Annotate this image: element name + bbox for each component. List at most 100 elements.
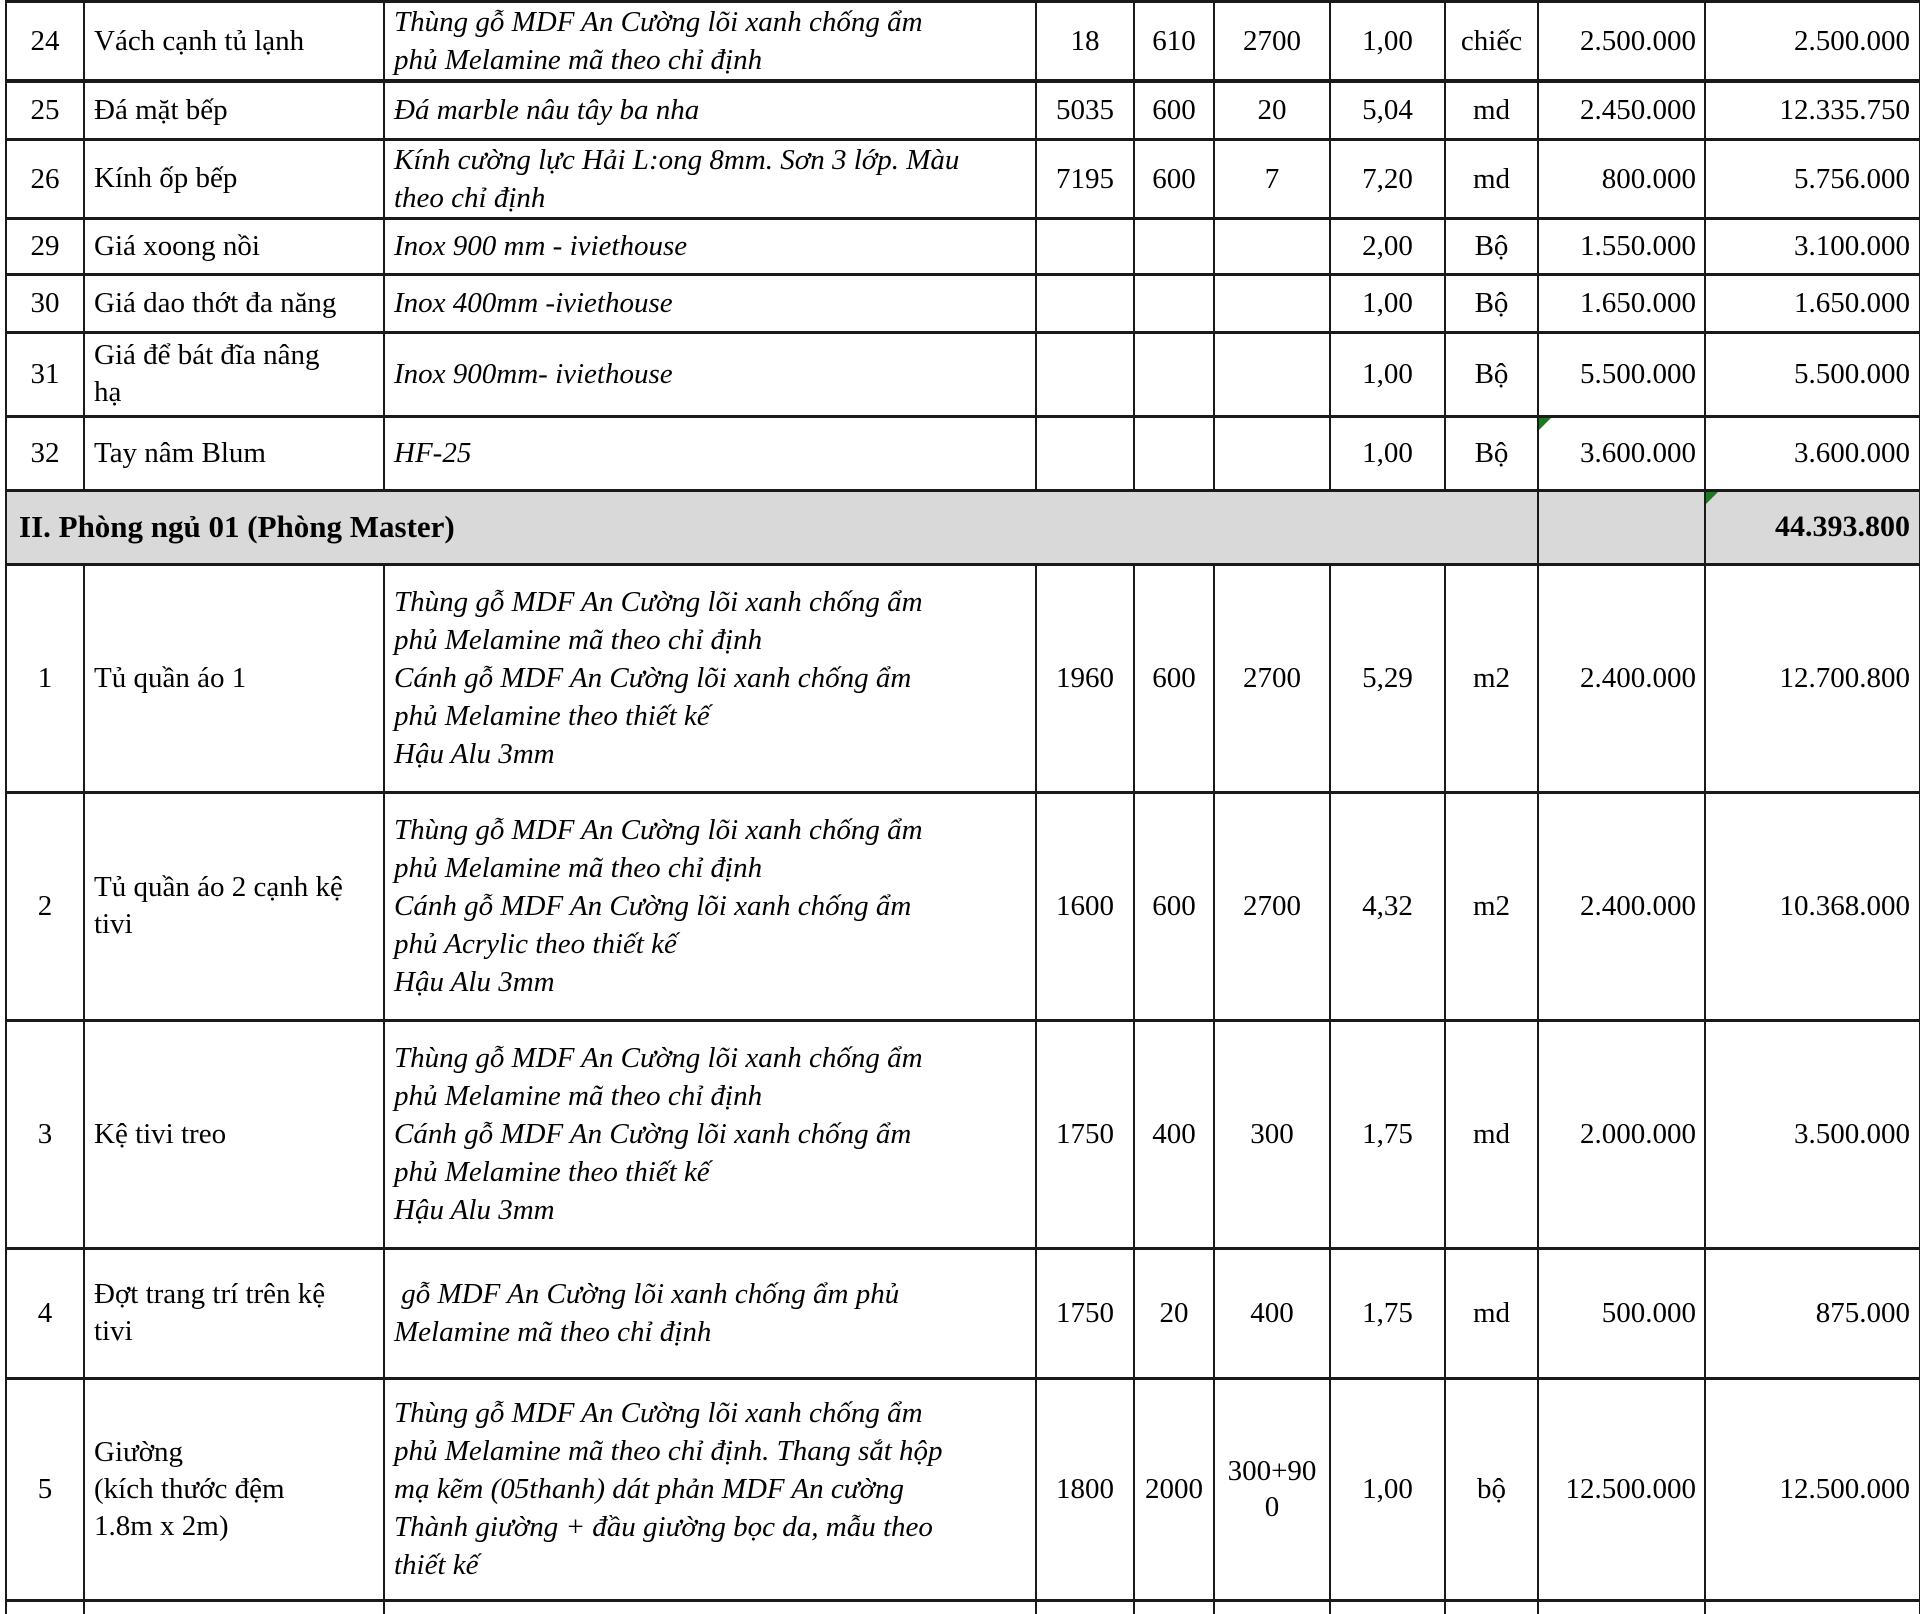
cell-item-name[interactable]: Tay nâm Blum: [83, 414, 385, 492]
cell-description[interactable]: Kính cường lực Hải L:ong 8mm. Sơn 3 lớp.…: [383, 137, 1037, 220]
cell-dim3[interactable]: [1213, 330, 1331, 418]
cell-stt[interactable]: 5: [5, 1376, 85, 1602]
cell-description[interactable]: Thùng gỗ MDF An Cường lõi xanh chống ẩm …: [383, 790, 1037, 1022]
cell-stt[interactable]: 31: [5, 330, 85, 418]
cell-total[interactable]: 875.000: [1704, 1246, 1920, 1380]
cell-dim1[interactable]: 1600: [1035, 790, 1135, 1022]
section-total[interactable]: 44.393.800: [1704, 488, 1920, 566]
cell-item-name[interactable]: Tủ quần áo 1: [83, 562, 385, 794]
cell-dim1[interactable]: [1035, 414, 1135, 492]
cell-description[interactable]: Thùng gỗ MDF An Cường lõi xanh chống ẩm …: [383, 1018, 1037, 1250]
cell-dim2[interactable]: [1133, 414, 1215, 492]
cell-dim2[interactable]: 600: [1133, 790, 1215, 1022]
cell-unit-price[interactable]: 1.650.000: [1537, 272, 1706, 334]
cell-dim3[interactable]: 2700: [1213, 0, 1331, 83]
cell-dim1[interactable]: [1035, 1598, 1135, 1614]
cell-dim1[interactable]: 1750: [1035, 1246, 1135, 1380]
cell-unit-price[interactable]: 2.000.000: [1537, 1018, 1706, 1250]
cell-item-name[interactable]: Kính ốp bếp: [83, 137, 385, 220]
cell-item-name[interactable]: Giá dao thớt đa năng: [83, 272, 385, 334]
cell-unit-price[interactable]: 2.400.000: [1537, 790, 1706, 1022]
cell-description[interactable]: Inox 900 mm - iviethouse: [383, 216, 1037, 276]
cell-dim1[interactable]: 18: [1035, 0, 1135, 83]
cell-stt[interactable]: 32: [5, 414, 85, 492]
cell-dim1[interactable]: 1800: [1035, 1376, 1135, 1602]
cell-item-name[interactable]: [83, 1598, 385, 1614]
cell-item-name[interactable]: Kệ tivi treo: [83, 1018, 385, 1250]
cell-total[interactable]: 3.500.000: [1704, 1018, 1920, 1250]
cell-stt[interactable]: 30: [5, 272, 85, 334]
cell-unit-price[interactable]: [1537, 1598, 1706, 1614]
cell-description[interactable]: gỗ MDF An Cường lõi xanh chống ẩm phủ Me…: [383, 1246, 1037, 1380]
cell-quantity[interactable]: 4,32: [1329, 790, 1446, 1022]
cell-total[interactable]: 3.100.000: [1704, 216, 1920, 276]
cell-unit[interactable]: Bộ: [1444, 272, 1539, 334]
cell-quantity[interactable]: 1,75: [1329, 1246, 1446, 1380]
cell-stt[interactable]: [5, 1598, 85, 1614]
cell-dim3[interactable]: [1213, 1598, 1331, 1614]
cell-dim2[interactable]: 20: [1133, 1246, 1215, 1380]
cell-dim3[interactable]: 7: [1213, 137, 1331, 220]
cell-dim1[interactable]: 1750: [1035, 1018, 1135, 1250]
cell-description[interactable]: Inox 400mm -iviethouse: [383, 272, 1037, 334]
cell-item-name[interactable]: Giường (kích thước đệm 1.8m x 2m): [83, 1376, 385, 1602]
cell-unit[interactable]: bộ: [1444, 1376, 1539, 1602]
cell-description[interactable]: Thùng gỗ MDF An Cường lõi xanh chống ẩm …: [383, 0, 1037, 83]
cell-total[interactable]: 12.700.800: [1704, 562, 1920, 794]
cell-unit[interactable]: m2: [1444, 562, 1539, 794]
cell-dim1[interactable]: 1960: [1035, 562, 1135, 794]
cell-unit[interactable]: md: [1444, 1246, 1539, 1380]
cell-dim1[interactable]: [1035, 216, 1135, 276]
cell-dim3[interactable]: [1213, 216, 1331, 276]
cell-stt[interactable]: 4: [5, 1246, 85, 1380]
cell-stt[interactable]: 1: [5, 562, 85, 794]
cell-stt[interactable]: 24: [5, 0, 85, 83]
cell-unit-price[interactable]: 500.000: [1537, 1246, 1706, 1380]
cell-quantity[interactable]: 5,29: [1329, 562, 1446, 794]
cell-quantity[interactable]: 1,00: [1329, 272, 1446, 334]
cell-unit[interactable]: md: [1444, 1018, 1539, 1250]
cell-unit-price[interactable]: 1.550.000: [1537, 216, 1706, 276]
cell-dim3[interactable]: 300+90 0: [1213, 1376, 1331, 1602]
cell-dim3[interactable]: 300: [1213, 1018, 1331, 1250]
cell-dim3[interactable]: [1213, 414, 1331, 492]
cell-item-name[interactable]: Đá mặt bếp: [83, 79, 385, 141]
cell-dim2[interactable]: [1133, 272, 1215, 334]
cell-unit[interactable]: [1444, 1598, 1539, 1614]
cell-unit-price[interactable]: 5.500.000: [1537, 330, 1706, 418]
cell-dim3[interactable]: 2700: [1213, 790, 1331, 1022]
cell-quantity[interactable]: 1,00: [1329, 1376, 1446, 1602]
cell-unit-price[interactable]: 3.600.000: [1537, 414, 1706, 492]
cell-unit-price[interactable]: 800.000: [1537, 137, 1706, 220]
cell-unit[interactable]: Bộ: [1444, 414, 1539, 492]
cell-total[interactable]: 12.335.750: [1704, 79, 1920, 141]
cell-dim3[interactable]: 2700: [1213, 562, 1331, 794]
cell-stt[interactable]: 3: [5, 1018, 85, 1250]
cell-description[interactable]: HF-25: [383, 414, 1037, 492]
cell-dim2[interactable]: [1133, 330, 1215, 418]
cell-quantity[interactable]: 5,04: [1329, 79, 1446, 141]
cell-description[interactable]: Thùng gỗ MDF An Cường lõi xanh chống ẩm …: [383, 1376, 1037, 1602]
section-header-empty-cell[interactable]: [1537, 488, 1706, 566]
cell-dim2[interactable]: [1133, 1598, 1215, 1614]
cell-total[interactable]: 3.600.000: [1704, 414, 1920, 492]
cell-dim2[interactable]: 610: [1133, 0, 1215, 83]
cell-total[interactable]: 5.500.000: [1704, 330, 1920, 418]
cell-description[interactable]: [383, 1598, 1037, 1614]
cell-quantity[interactable]: 1,00: [1329, 0, 1446, 83]
cell-dim2[interactable]: 600: [1133, 79, 1215, 141]
cell-quantity[interactable]: 2,00: [1329, 216, 1446, 276]
cell-stt[interactable]: 26: [5, 137, 85, 220]
cell-dim3[interactable]: 20: [1213, 79, 1331, 141]
cell-dim2[interactable]: 600: [1133, 137, 1215, 220]
cell-quantity[interactable]: 1,00: [1329, 414, 1446, 492]
cell-item-name[interactable]: Tủ quần áo 2 cạnh kệ tivi: [83, 790, 385, 1022]
cell-unit-price[interactable]: 2.400.000: [1537, 562, 1706, 794]
cell-description[interactable]: Inox 900mm- iviethouse: [383, 330, 1037, 418]
cell-quantity[interactable]: [1329, 1598, 1446, 1614]
cell-unit-price[interactable]: 2.450.000: [1537, 79, 1706, 141]
cell-dim1[interactable]: 7195: [1035, 137, 1135, 220]
cell-quantity[interactable]: 7,20: [1329, 137, 1446, 220]
cell-dim3[interactable]: 400: [1213, 1246, 1331, 1380]
cell-description[interactable]: Đá marble nâu tây ba nha: [383, 79, 1037, 141]
